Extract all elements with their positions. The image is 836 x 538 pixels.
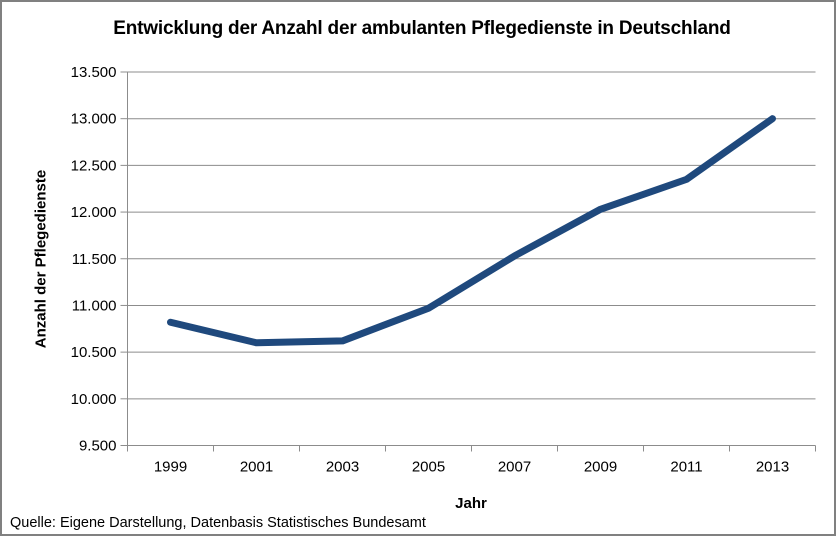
y-tick-label: 10.000 (71, 391, 117, 408)
y-tick-label: 10.500 (71, 344, 117, 361)
x-tick-label: 2011 (670, 459, 702, 476)
y-tick-label: 12.000 (71, 204, 117, 221)
x-tick-label: 2001 (240, 459, 273, 476)
series-line (167, 115, 776, 347)
y-tick-label: 13.500 (71, 64, 117, 81)
y-tick-label: 12.500 (71, 157, 117, 174)
y-tick-label: 11.000 (72, 297, 117, 314)
source-note: Quelle: Eigene Darstellung, Datenbasis S… (10, 515, 426, 531)
x-tick-label: 2009 (584, 459, 617, 476)
x-axis-title: Jahr (455, 495, 487, 512)
y-tick-label: 13.000 (71, 111, 117, 128)
x-tick-label: 1999 (154, 459, 187, 476)
y-axis-title: Anzahl der Pflegedienste (32, 169, 50, 349)
x-tick-label: 2003 (326, 459, 359, 476)
x-tick-label: 2005 (412, 459, 445, 476)
x-tick-label: 2007 (498, 459, 531, 476)
y-tick-label: 9.500 (79, 438, 117, 455)
x-tick-label: 2013 (756, 459, 789, 476)
y-tick-label: 11.500 (72, 251, 117, 268)
chart-title: Entwicklung der Anzahl der ambulanten Pf… (113, 18, 731, 39)
